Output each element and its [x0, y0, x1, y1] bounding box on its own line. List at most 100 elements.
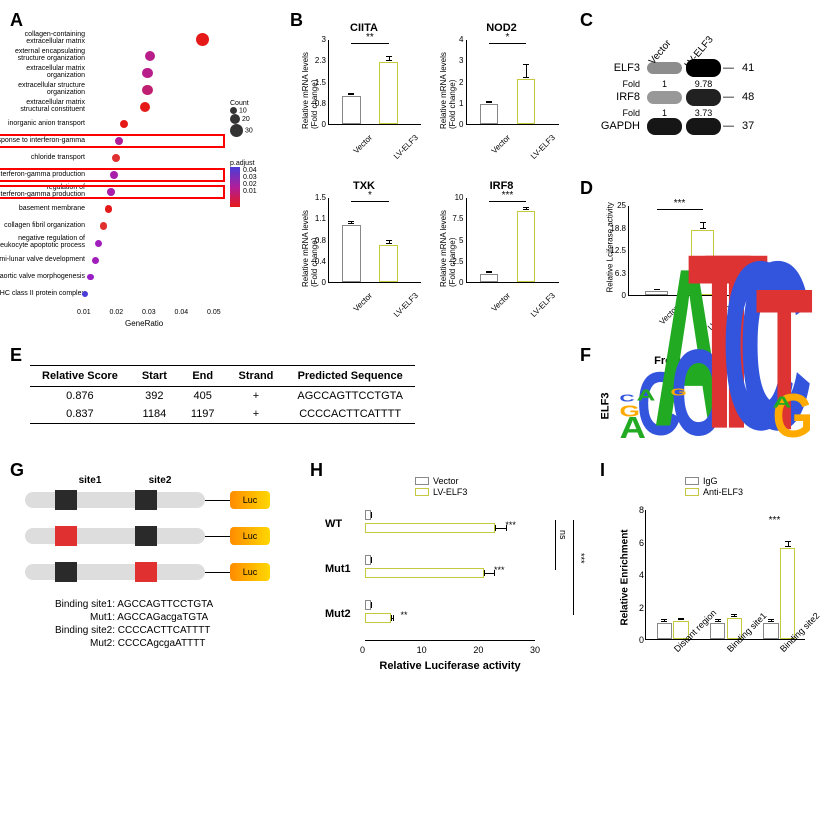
bar [517, 79, 536, 124]
significance: ** [401, 610, 408, 620]
y-tick: 0 [322, 120, 326, 129]
panel-b: CIITARelative mRNA levels(Fold change)**… [300, 22, 570, 332]
go-dot [196, 33, 209, 46]
y-tick: 1 [459, 99, 463, 108]
sig-line [351, 43, 388, 44]
y-tick: 4 [459, 35, 463, 44]
significance: *** [489, 190, 526, 201]
legend: VectorLV-ELF3 [415, 475, 467, 498]
y-tick: 2 [459, 78, 463, 87]
x-axis-label: GeneRatio [125, 319, 163, 328]
table-header: End [179, 366, 227, 387]
error-bar [526, 207, 527, 210]
bar [780, 548, 795, 639]
blot-band [686, 89, 721, 106]
panel-h-label: H [310, 460, 323, 481]
site2 [135, 562, 157, 582]
y-tick: 0 [622, 291, 626, 300]
panel-g-label: G [10, 460, 24, 481]
error-bar [489, 271, 490, 272]
hbar [365, 613, 391, 623]
error-bar [771, 619, 772, 621]
panel-d-label: D [580, 178, 593, 199]
go-dot [140, 102, 150, 112]
go-term-label: extracellular matrixstructural constitue… [20, 99, 85, 113]
y-tick: 3 [322, 35, 326, 44]
y-tick: 1.5 [315, 78, 326, 87]
highlight-box [0, 168, 225, 182]
go-term-label: inorganic anion transport [8, 120, 85, 127]
x-tick: 0.02 [110, 309, 124, 335]
x-tick: 10 [417, 645, 427, 655]
construct-bar [25, 492, 205, 508]
go-dot [145, 51, 156, 62]
panel-a-label: A [10, 10, 23, 31]
go-term-label: extracellular structureorganization [18, 82, 85, 96]
table-header: Predicted Sequence [285, 366, 415, 387]
hbar [365, 568, 484, 578]
hbar-label: Mut2 [325, 608, 351, 620]
construct-bar [25, 564, 205, 580]
error-bar [371, 560, 373, 561]
hbar-label: Mut1 [325, 563, 351, 575]
panel-f: Frequency matrix ELF3 AGCCAACGTTCCTGA [600, 355, 800, 445]
enrichment-chart: IgGAnti-ELF3Relative Enrichment***02468D… [615, 475, 810, 705]
y-tick: 1.1 [315, 214, 326, 223]
construct-row: Luc [25, 563, 295, 581]
molecular-weight: 48 [742, 91, 754, 103]
panel-i: IgGAnti-ELF3Relative Enrichment***02468D… [615, 475, 810, 725]
go-dot [120, 120, 129, 129]
significance: *** [769, 515, 781, 526]
error-bar [371, 605, 373, 606]
bar [480, 274, 499, 283]
error-bar [351, 93, 352, 95]
site1 [55, 526, 77, 546]
legend: IgGAnti-ELF3 [685, 475, 743, 498]
go-dot [112, 154, 120, 162]
go-term-label: basement membrane [19, 205, 85, 212]
error-bar [718, 619, 719, 621]
y-tick: 10 [455, 193, 464, 202]
luc-tag: Luc [230, 563, 270, 581]
y-tick: 6 [639, 538, 644, 548]
luc-tag: Luc [230, 491, 270, 509]
blot-band [647, 62, 682, 75]
go-term-label: semi-lunar valve development [0, 256, 85, 263]
sequence-text: Mut1: AGCCAGacgaTGTA [25, 612, 295, 623]
panel-f-label: F [580, 345, 591, 366]
construct-row: Luc [25, 527, 295, 545]
go-term-label: collagen-containingextracellular matrix [25, 31, 85, 45]
significance: * [351, 190, 388, 201]
error-bar [734, 614, 735, 617]
comparison-sig: ns [558, 530, 568, 540]
go-dot [87, 274, 94, 281]
bar [517, 211, 536, 282]
blot-band [647, 118, 682, 135]
blot-band [647, 91, 682, 103]
blot-label: IRF8 [595, 91, 645, 103]
bar [710, 623, 725, 639]
go-dot [142, 85, 153, 96]
molecular-weight: 37 [742, 120, 754, 132]
panel-e: Relative ScoreStartEndStrandPredicted Se… [30, 365, 415, 424]
chart-area: * [466, 40, 559, 125]
go-dot [100, 222, 107, 229]
y-tick: 1.5 [315, 193, 326, 202]
hbar [365, 523, 495, 533]
x-tick: 20 [473, 645, 483, 655]
frequency-matrix: AGCCAACGTTCCTGA [622, 370, 800, 440]
y-tick: 5 [459, 236, 463, 245]
y-tick: 12.5 [610, 246, 626, 255]
x-label: Vector [489, 291, 511, 313]
go-term-label: aortic valve morphogenesis [0, 273, 85, 280]
logo-letter: A [772, 397, 794, 409]
panel-c: VectorLV-ELF3ELF3 — 41Fold19.78IRF8 — 48… [595, 25, 805, 137]
y-tick: 0 [322, 278, 326, 287]
x-label: LV-ELF3 [391, 133, 419, 161]
y-tick: 7.5 [452, 214, 463, 223]
x-axis-label: Relative Luciferase activity [365, 660, 535, 672]
y-tick: 0 [639, 635, 644, 645]
binding-site-table: Relative ScoreStartEndStrandPredicted Se… [30, 365, 415, 424]
x-label: LV-ELF3 [529, 291, 557, 319]
bar [379, 245, 398, 282]
